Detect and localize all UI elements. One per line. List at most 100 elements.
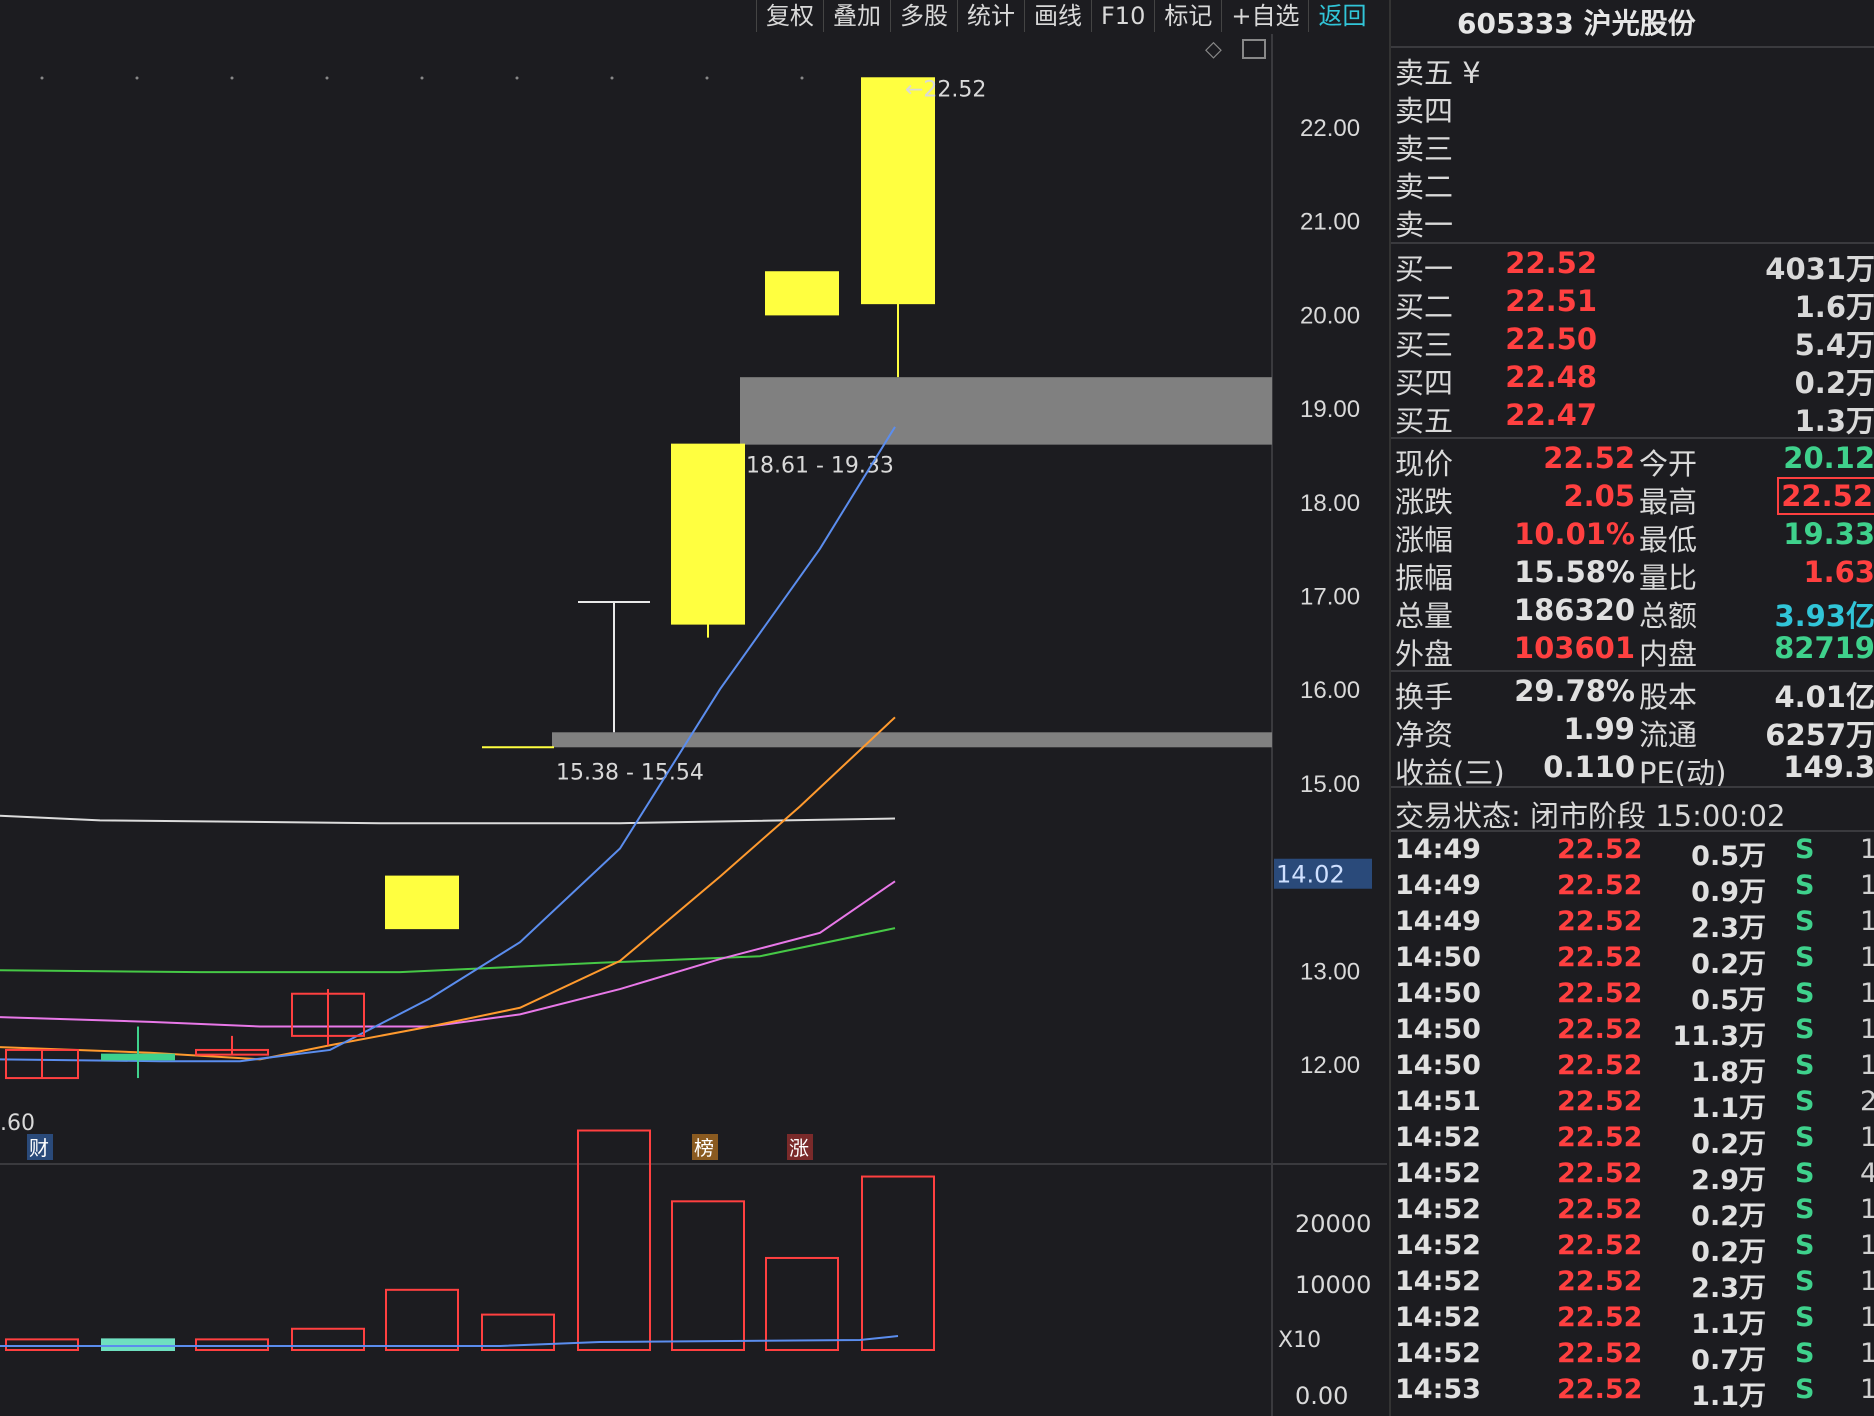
quote-value: 22.52 xyxy=(1543,441,1635,475)
current-price-tag-label: 14.02 xyxy=(1276,861,1345,889)
tick-side: S xyxy=(1795,1158,1815,1189)
tick-row: 14:52 22.52 2.9万 S 4 xyxy=(1395,1158,1874,1196)
toolbar-item-2[interactable]: 多股 xyxy=(890,0,957,32)
current-price-tag xyxy=(1274,858,1372,889)
y-tick-label: 12.00 xyxy=(1300,1052,1360,1079)
sell-label: 卖四 xyxy=(1395,94,1454,128)
tick-count: 1 xyxy=(1860,978,1874,1009)
buy-label: 买二 xyxy=(1395,290,1454,324)
sell-row: 卖三 xyxy=(1395,126,1874,166)
fundamental-value: 6257万 xyxy=(1765,718,1874,752)
tick-count: 1 xyxy=(1860,1194,1874,1225)
tick-row: 14:52 22.52 0.2万 S 1 xyxy=(1395,1122,1874,1160)
grid-dot xyxy=(40,76,44,80)
tick-row: 14:52 22.52 0.2万 S 1 xyxy=(1395,1194,1874,1232)
tick-side: S xyxy=(1795,1014,1815,1045)
toolbar-item-0[interactable]: 复权 xyxy=(756,0,823,32)
tick-price: 22.52 xyxy=(1557,1122,1643,1153)
tick-count: 1 xyxy=(1860,1266,1874,1297)
tick-volume: 2.9万 xyxy=(1691,1165,1766,1196)
high-price-label: ←22.52 xyxy=(905,77,986,102)
kline-chart-area[interactable]: ◇ 22.00 21.00 20.00 19.00 18.00 17.00 16.00 15.0… xyxy=(0,34,1387,1416)
y-tick-label: 21.00 xyxy=(1300,209,1360,236)
event-badge[interactable] xyxy=(692,1134,718,1160)
volume-tick-label: 10000 xyxy=(1295,1271,1371,1299)
tick-price: 22.52 xyxy=(1557,942,1643,973)
grid-dot xyxy=(325,76,329,80)
buy-price: 22.48 xyxy=(1505,360,1597,394)
sell-row: 卖五 ¥ xyxy=(1395,50,1874,90)
buy-price: 22.50 xyxy=(1505,322,1597,356)
low-price-label: .60 xyxy=(0,1111,35,1136)
zone-upper-label: 18.61 - 19.33 xyxy=(746,454,894,479)
fundamental-value: 0.110 xyxy=(1543,750,1635,784)
quote-value: 82719 xyxy=(1774,631,1874,665)
event-badge[interactable] xyxy=(787,1134,813,1160)
tick-count: 1 xyxy=(1860,1122,1874,1153)
tick-time: 14:52 xyxy=(1395,1158,1481,1189)
toolbar-item-6[interactable]: 标记 xyxy=(1154,0,1221,32)
sell-label: 卖五 ¥ xyxy=(1395,56,1481,90)
tick-side: S xyxy=(1795,1050,1815,1081)
tick-volume: 0.5万 xyxy=(1691,985,1766,1016)
toolbar-item-4[interactable]: 画线 xyxy=(1024,0,1091,32)
tick-price: 22.52 xyxy=(1557,1158,1643,1189)
buy-row: 买一 22.52 4031万 xyxy=(1395,246,1874,286)
event-badge[interactable] xyxy=(27,1134,53,1160)
toolbar-item-1[interactable]: 叠加 xyxy=(823,0,890,32)
quote-label: 今开 xyxy=(1639,447,1698,481)
buy-label: 买五 xyxy=(1395,404,1454,438)
divider xyxy=(1391,242,1874,244)
quote-row: 现价 22.52 今开 20.12 xyxy=(1395,441,1874,481)
y-tick-label: 15.00 xyxy=(1300,771,1360,798)
tick-price: 22.52 xyxy=(1557,1338,1643,1369)
tick-count: 1 xyxy=(1860,1050,1874,1081)
ma-orange-line xyxy=(0,716,896,1061)
toolbar-item-5[interactable]: F10 xyxy=(1091,0,1154,32)
kline-chart[interactable]: ◇ 22.00 21.00 20.00 19.00 18.00 17.00 16.00 15.0… xyxy=(0,34,1387,1416)
tick-row: 14:52 22.52 2.3万 S 1 xyxy=(1395,1266,1874,1304)
panel-toggle-icon[interactable] xyxy=(1242,39,1266,59)
tick-price: 22.52 xyxy=(1557,834,1643,865)
toolbar-item-7[interactable]: +自选 xyxy=(1221,0,1308,32)
tick-row: 14:52 22.52 1.1万 S 1 xyxy=(1395,1302,1874,1340)
buy-label: 买一 xyxy=(1395,252,1454,286)
tick-time: 14:52 xyxy=(1395,1194,1481,1225)
volume-bar xyxy=(385,1288,459,1351)
sell-row: 卖二 xyxy=(1395,164,1874,204)
tick-volume: 11.3万 xyxy=(1672,1021,1766,1052)
tick-row: 14:49 22.52 2.3万 S 1 xyxy=(1395,906,1874,944)
ma-blue-line xyxy=(0,426,896,1063)
volume-bar xyxy=(291,1327,365,1352)
sell-row: 卖四 xyxy=(1395,88,1874,128)
grid-dot xyxy=(800,76,804,80)
toolbar-item-3[interactable]: 统计 xyxy=(957,0,1024,32)
y-tick-label: 13.00 xyxy=(1300,958,1360,985)
y-tick-label: 19.00 xyxy=(1300,396,1360,423)
fundamental-row: 换手 29.78% 股本 4.01亿 xyxy=(1395,674,1874,714)
tick-side: S xyxy=(1795,1194,1815,1225)
sell-label: 卖一 xyxy=(1395,208,1454,242)
buy-price: 22.47 xyxy=(1505,398,1597,432)
ma-white-line xyxy=(0,814,896,825)
tick-count: 1 xyxy=(1860,1302,1874,1333)
y-tick-label: 22.00 xyxy=(1300,115,1360,142)
quote-label: 涨幅 xyxy=(1395,523,1454,557)
tick-count: 1 xyxy=(1860,906,1874,937)
toolbar-item-8[interactable]: 返回 xyxy=(1308,0,1375,32)
tick-count: 1 xyxy=(1860,1374,1874,1405)
candle-body xyxy=(765,271,839,316)
tick-side: S xyxy=(1795,1338,1815,1369)
chart-toolbar: 复权 叠加 多股 统计 画线 F10 标记 +自选 返回 xyxy=(756,0,1375,34)
volume-ma-line xyxy=(0,1335,899,1347)
quote-row: 振幅 15.58% 量比 1.63 xyxy=(1395,555,1874,595)
tick-side: S xyxy=(1795,978,1815,1009)
volume-unit-label: X10 xyxy=(1278,1328,1321,1353)
trade-status: 交易状态: 闭市阶段 15:00:02 xyxy=(1395,799,1786,833)
candle-body xyxy=(861,77,935,305)
tick-price: 22.52 xyxy=(1557,1014,1643,1045)
volume-bar xyxy=(765,1256,839,1351)
quote-label: 最高 xyxy=(1639,485,1698,519)
diamond-icon[interactable]: ◇ xyxy=(1205,37,1222,62)
stock-title: 605333 沪光股份 xyxy=(1457,7,1696,40)
